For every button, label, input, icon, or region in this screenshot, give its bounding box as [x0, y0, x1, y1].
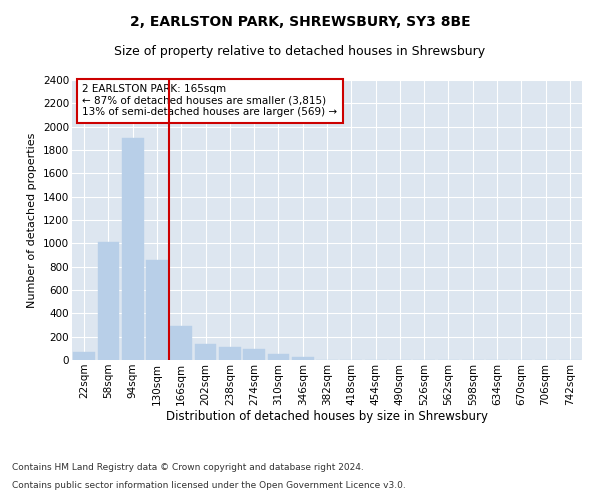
- Bar: [73, 352, 95, 360]
- Bar: [122, 138, 143, 360]
- Bar: [194, 344, 217, 360]
- Bar: [219, 347, 241, 360]
- Y-axis label: Number of detached properties: Number of detached properties: [28, 132, 37, 308]
- Text: Contains public sector information licensed under the Open Government Licence v3: Contains public sector information licen…: [12, 481, 406, 490]
- Text: 2 EARLSTON PARK: 165sqm
← 87% of detached houses are smaller (3,815)
13% of semi: 2 EARLSTON PARK: 165sqm ← 87% of detache…: [82, 84, 337, 117]
- Bar: [243, 349, 265, 360]
- Bar: [268, 354, 289, 360]
- Bar: [97, 242, 119, 360]
- Text: Contains HM Land Registry data © Crown copyright and database right 2024.: Contains HM Land Registry data © Crown c…: [12, 464, 364, 472]
- Bar: [146, 260, 168, 360]
- Bar: [170, 326, 192, 360]
- Text: Size of property relative to detached houses in Shrewsbury: Size of property relative to detached ho…: [115, 45, 485, 58]
- Text: 2, EARLSTON PARK, SHREWSBURY, SY3 8BE: 2, EARLSTON PARK, SHREWSBURY, SY3 8BE: [130, 15, 470, 29]
- Bar: [292, 356, 314, 360]
- X-axis label: Distribution of detached houses by size in Shrewsbury: Distribution of detached houses by size …: [166, 410, 488, 424]
